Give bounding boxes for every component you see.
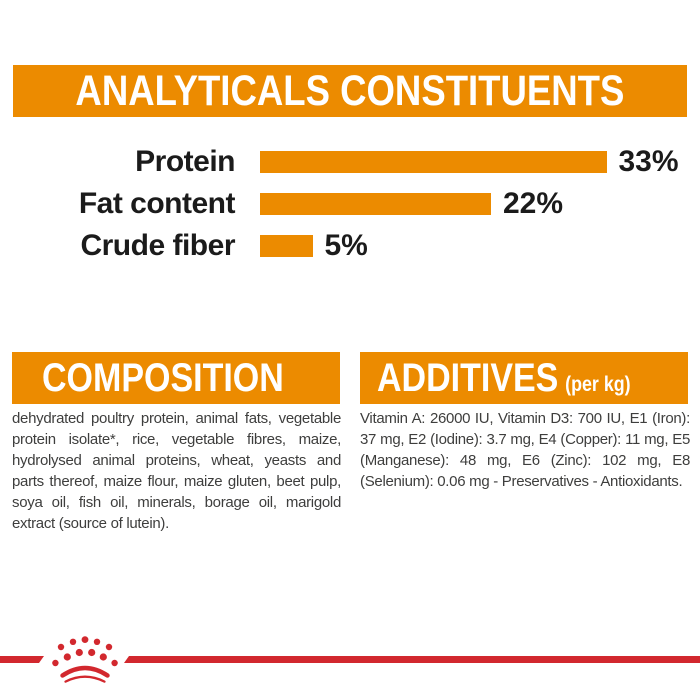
additives-body: Vitamin A: 26000 IU, Vitamin D3: 700 IU,… (360, 410, 690, 490)
additives-header: ADDITIVES (per kg) (360, 352, 688, 404)
additives-title: ADDITIVES (377, 356, 559, 400)
composition-title-wrap: COMPOSITION (42, 358, 284, 398)
analytical-constituents-title: ANALYTICALS CONSTITUENTS (75, 66, 625, 115)
crown-arc-upper (60, 665, 110, 678)
analytical-constituents-banner: ANALYTICALS CONSTITUENTS (13, 65, 687, 117)
royal-canin-crown-icon (52, 636, 118, 683)
crown-arc-lower (64, 675, 106, 683)
bar-value-label: 5% (324, 229, 368, 262)
composition-header: COMPOSITION (12, 352, 340, 404)
composition-title: COMPOSITION (42, 356, 284, 400)
bar (260, 235, 313, 257)
footer-rule-left (0, 656, 44, 663)
bar-category-label: Fat content (78, 187, 236, 220)
bar-value-label: 22% (503, 187, 564, 220)
bar-chart: Protein 33% Fat content 22% Crude fiber 5% (0, 141, 700, 267)
bar-value-label: 33% (618, 145, 679, 178)
additives-title-suffix: (per kg) (565, 373, 631, 396)
additives-title-wrap: ADDITIVES (per kg) (377, 358, 631, 398)
bar (260, 193, 491, 215)
crown-dots (52, 636, 118, 667)
bar-row: Fat content 22% (0, 183, 700, 225)
bar-category-label: Crude fiber (80, 229, 235, 262)
bar-category-label: Protein (135, 145, 235, 178)
bar (260, 151, 607, 173)
bar-row: Protein 33% (0, 141, 700, 183)
footer-rule-right (124, 656, 700, 663)
composition-body: dehydrated poultry protein, animal fats,… (12, 410, 341, 532)
bar-row: Crude fiber 5% (0, 225, 700, 267)
